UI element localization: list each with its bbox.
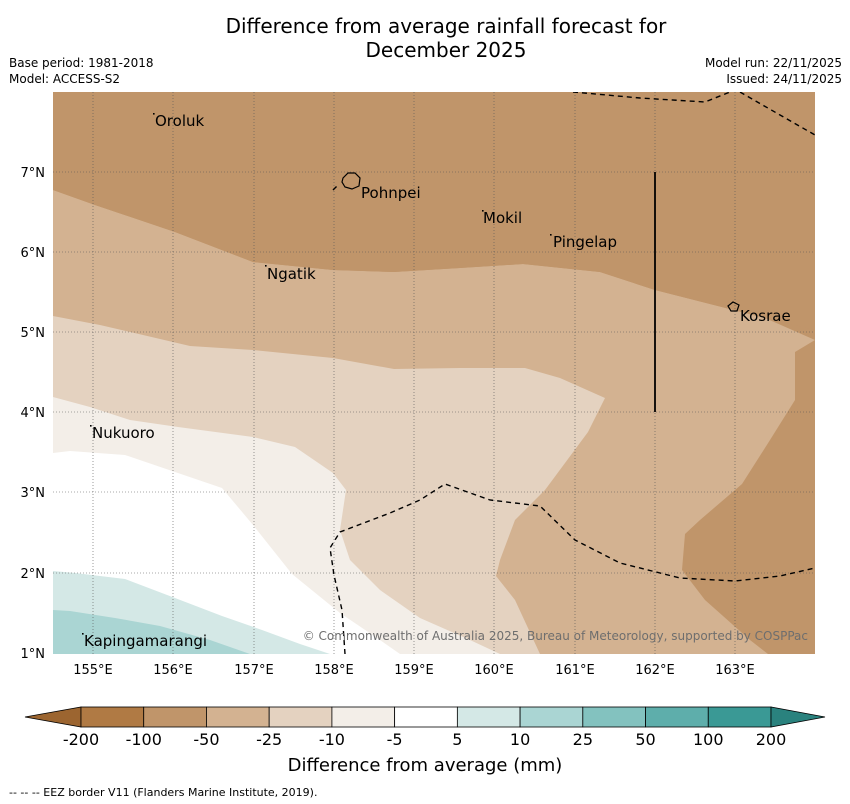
graticule	[53, 92, 815, 654]
colorbar-segment	[707, 706, 772, 728]
lat-tick: 2°N	[21, 567, 46, 582]
rainfall-map: Oroluk Pohnpei Mokil Pingelap Ngatik Kos…	[53, 92, 815, 654]
colorbar-tick-label: -100	[125, 730, 162, 749]
colorbar-tick-label: -200	[62, 730, 100, 749]
colorbar-tick-label: -25	[256, 730, 283, 749]
colorbar	[24, 706, 826, 728]
label-nukuoro: Nukuoro	[92, 424, 155, 442]
colorbar-tick-label: 100	[692, 730, 724, 749]
lon-tick: 159°E	[394, 663, 434, 678]
map-title: Difference from average rainfall forecas…	[0, 14, 850, 62]
lon-tick: 156°E	[153, 663, 193, 678]
colorbar-tick-label: 25	[572, 730, 593, 749]
lon-tick: 161°E	[555, 663, 595, 678]
colorbar-tick-label: 5	[452, 730, 463, 749]
colorbar-tick-label: 10	[509, 730, 531, 749]
lat-tick: 7°N	[21, 166, 46, 181]
lon-tick: 157°E	[234, 663, 274, 678]
kosrae-island-shape	[727, 301, 740, 312]
lat-tick: 6°N	[21, 246, 46, 261]
zone-neg100-top	[53, 92, 815, 330]
label-kapingamarangi: Kapingamarangi	[84, 632, 207, 650]
title-line-2: December 2025	[365, 38, 527, 62]
label-pohnpei: Pohnpei	[361, 184, 421, 202]
meta-right: Model run: 22/11/2025 Issued: 24/11/2025	[705, 55, 842, 87]
colorbar-segment	[456, 706, 521, 728]
colorbar-tick-label: -50	[193, 730, 220, 749]
lat-tick: 3°N	[21, 486, 46, 501]
lon-tick: 163°E	[715, 663, 755, 678]
model-name: Model: ACCESS-S2	[9, 72, 121, 86]
lon-tick: 162°E	[635, 663, 675, 678]
lat-tick: 4°N	[21, 406, 46, 421]
lat-tick: 5°N	[21, 326, 46, 341]
lat-axis: 7°N 6°N 5°N 4°N 3°N 2°N 1°N	[21, 166, 46, 662]
colorbar-segment	[331, 706, 396, 728]
island-markers	[82, 113, 552, 635]
lon-tick: 160°E	[474, 663, 514, 678]
colorbar-segment	[206, 706, 270, 728]
lat-tick: 1°N	[21, 647, 46, 662]
label-kosrae: Kosrae	[740, 307, 791, 325]
model-run: Model run: 22/11/2025	[704, 56, 842, 70]
colorbar-segment	[80, 706, 145, 728]
label-mokil: Mokil	[483, 209, 522, 227]
colorbar-segment	[268, 706, 333, 728]
copyright-notice: © Commonwealth of Australia 2025, Bureau…	[303, 629, 808, 643]
eez-legend-footer: -- -- -- EEZ border V11 (Flanders Marine…	[9, 786, 318, 799]
eez-borders	[329, 92, 815, 654]
colorbar-segment	[645, 706, 709, 728]
lon-tick: 158°E	[314, 663, 354, 678]
colorbar-segment	[143, 706, 207, 728]
pohnpei-island-shape	[341, 172, 361, 190]
issued-date: Issued: 24/11/2025	[726, 72, 842, 86]
colorbar-tick-label: -10	[318, 730, 345, 749]
label-oroluk: Oroluk	[155, 112, 204, 130]
colorbar-title: Difference from average (mm)	[287, 755, 563, 776]
lon-tick: 155°E	[73, 663, 113, 678]
colorbar-segment	[582, 706, 646, 728]
colorbar-tick-label: 50	[635, 730, 656, 749]
colorbar-tick-label: -5	[386, 730, 403, 749]
lon-axis: 155°E 156°E 157°E 158°E 159°E 160°E 161°…	[73, 663, 755, 678]
colorbar-segment	[394, 706, 458, 728]
base-period: Base period: 1981-2018	[9, 56, 154, 70]
colorbar-extend-low	[24, 706, 82, 728]
label-ngatik: Ngatik	[267, 265, 316, 283]
title-line-1: Difference from average rainfall forecas…	[225, 14, 667, 38]
colorbar-tick-label: 200	[755, 730, 787, 749]
zone-pos10	[53, 610, 250, 654]
colorbar-extend-high	[770, 706, 826, 728]
meta-left: Base period: 1981-2018 Model: ACCESS-S2	[9, 55, 154, 87]
label-pingelap: Pingelap	[553, 233, 617, 251]
colorbar-segment	[519, 706, 584, 728]
